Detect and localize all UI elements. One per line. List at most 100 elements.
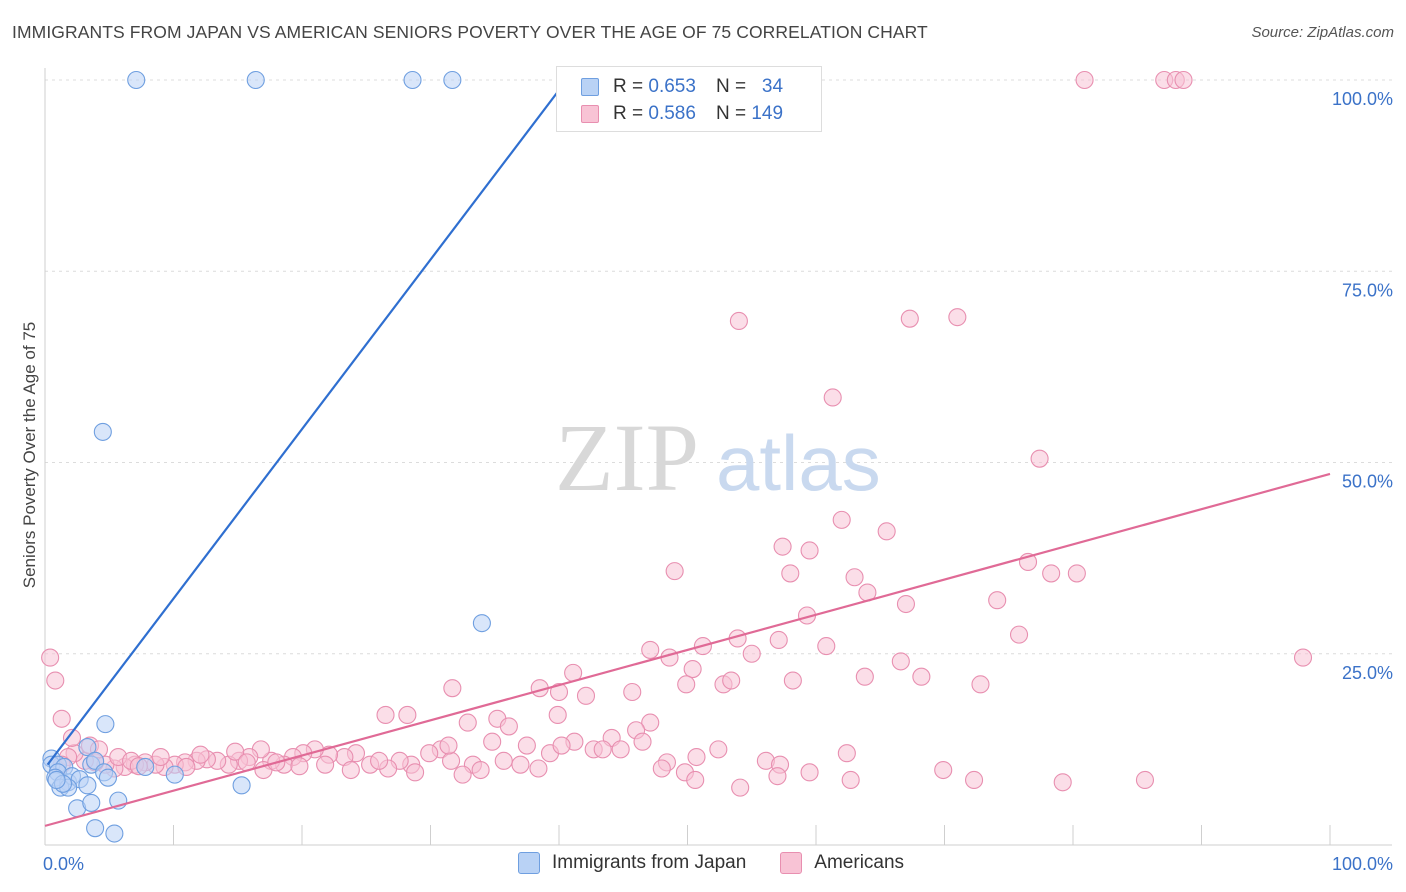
point-american <box>641 713 660 732</box>
y-tick-label: 100.0% <box>1332 89 1393 109</box>
point-american <box>832 510 851 529</box>
series-legend-swatch-american <box>780 852 803 874</box>
point-american <box>420 744 439 763</box>
point-american <box>453 765 472 784</box>
point-japan <box>403 70 422 90</box>
legend-r-value-japan: 0.653 <box>648 76 696 97</box>
point-american <box>370 751 389 770</box>
watermark: ZIP atlas <box>555 404 881 511</box>
gridlines <box>45 79 1392 655</box>
point-american <box>855 667 874 686</box>
point-japan <box>246 70 265 90</box>
point-american <box>988 591 1007 610</box>
point-japan <box>443 70 462 90</box>
point-american <box>517 736 536 755</box>
point-american <box>783 671 802 690</box>
legend-n-value-japan: 34 <box>761 76 784 97</box>
series-americans <box>41 70 1313 797</box>
point-american <box>891 652 910 671</box>
y-axis-label: Seniors Poverty Over the Age of 75 <box>20 322 39 588</box>
point-american <box>971 675 990 694</box>
point-american <box>52 709 71 728</box>
point-american <box>511 755 530 774</box>
legend-swatch-american <box>581 105 599 123</box>
point-american <box>1030 449 1049 468</box>
point-american <box>442 751 461 770</box>
point-american <box>471 760 490 780</box>
legend-swatch-japan <box>581 78 599 96</box>
point-american <box>768 767 787 786</box>
point-american <box>552 736 571 755</box>
point-american <box>781 564 800 583</box>
point-japan <box>472 614 491 633</box>
point-american <box>623 682 642 702</box>
point-american <box>1042 564 1061 583</box>
point-american <box>665 562 684 581</box>
correlation-legend: R = 0.653 N = 34 R = 0.586 N = 149 <box>556 66 822 132</box>
watermark-zip: ZIP <box>555 404 699 511</box>
legend-r-value-american: 0.586 <box>648 103 696 124</box>
point-american <box>1009 625 1029 644</box>
point-american <box>800 541 819 560</box>
point-japan <box>165 765 184 784</box>
series-legend-label-japan: Immigrants from Japan <box>552 852 747 873</box>
series-legend-item-american[interactable]: Americans <box>780 852 904 874</box>
series-legend-item-japan[interactable]: Immigrants from Japan <box>518 852 746 874</box>
series-legend-label-american: Americans <box>814 852 905 873</box>
legend-row-japan: R = 0.653 N = 34 <box>581 74 783 100</box>
point-american <box>41 648 60 667</box>
point-american <box>837 744 856 763</box>
point-japan <box>136 757 155 777</box>
point-american <box>677 675 696 694</box>
point-american <box>549 682 569 702</box>
point-american <box>686 770 705 790</box>
x-tick-label-max: 100.0% <box>1332 854 1393 874</box>
point-american <box>439 736 458 755</box>
point-japan <box>105 824 124 843</box>
point-japan <box>93 422 112 441</box>
legend-n-value-american: 149 <box>751 103 784 124</box>
point-american <box>1053 773 1072 792</box>
point-american <box>46 671 65 690</box>
point-american <box>1174 70 1193 90</box>
trend-line-japan <box>46 79 568 766</box>
point-american <box>611 740 630 759</box>
point-american <box>593 740 612 759</box>
point-japan <box>86 819 105 838</box>
legend-n-label: N = <box>715 76 747 97</box>
source-label: Source: ZipAtlas.com <box>1251 24 1394 41</box>
trend-lines <box>44 79 1331 827</box>
point-american <box>769 630 788 650</box>
point-american <box>934 760 953 780</box>
point-american <box>1067 564 1086 583</box>
point-american <box>841 770 860 790</box>
point-japan <box>232 776 251 795</box>
point-japan <box>127 70 146 90</box>
point-japan <box>82 793 101 812</box>
point-american <box>877 522 896 541</box>
point-american <box>458 713 477 732</box>
legend-r-label: R = <box>613 76 644 97</box>
point-american <box>494 751 513 770</box>
point-american <box>151 747 170 767</box>
x-tick-label-min: 0.0% <box>43 854 84 874</box>
point-american <box>817 637 836 656</box>
point-american <box>316 755 335 774</box>
point-american <box>62 728 82 747</box>
watermark-atlas: atlas <box>716 419 881 507</box>
point-american <box>398 705 417 725</box>
point-american <box>948 308 967 327</box>
point-american <box>652 759 671 778</box>
series-legend-swatch-japan <box>518 852 540 874</box>
point-american <box>341 760 360 780</box>
point-american <box>290 757 309 776</box>
point-american <box>376 705 395 725</box>
point-japan <box>96 715 115 734</box>
point-american <box>709 740 728 759</box>
axes <box>44 68 1392 846</box>
point-american <box>641 640 660 659</box>
point-american <box>191 745 210 764</box>
legend-row-american: R = 0.586 N = 149 <box>581 101 783 127</box>
point-american <box>823 388 842 407</box>
